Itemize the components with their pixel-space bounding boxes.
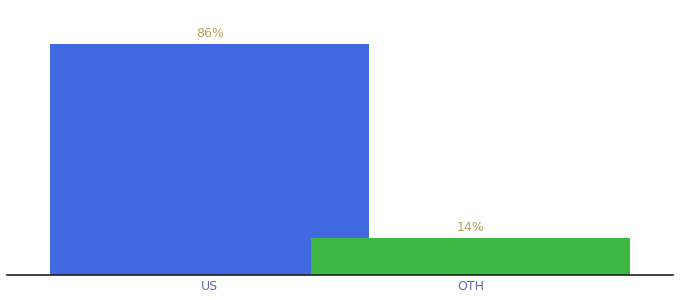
Text: 14%: 14% <box>456 220 484 234</box>
Bar <box>50 44 369 275</box>
Text: 86%: 86% <box>196 28 224 40</box>
Bar <box>311 238 630 275</box>
